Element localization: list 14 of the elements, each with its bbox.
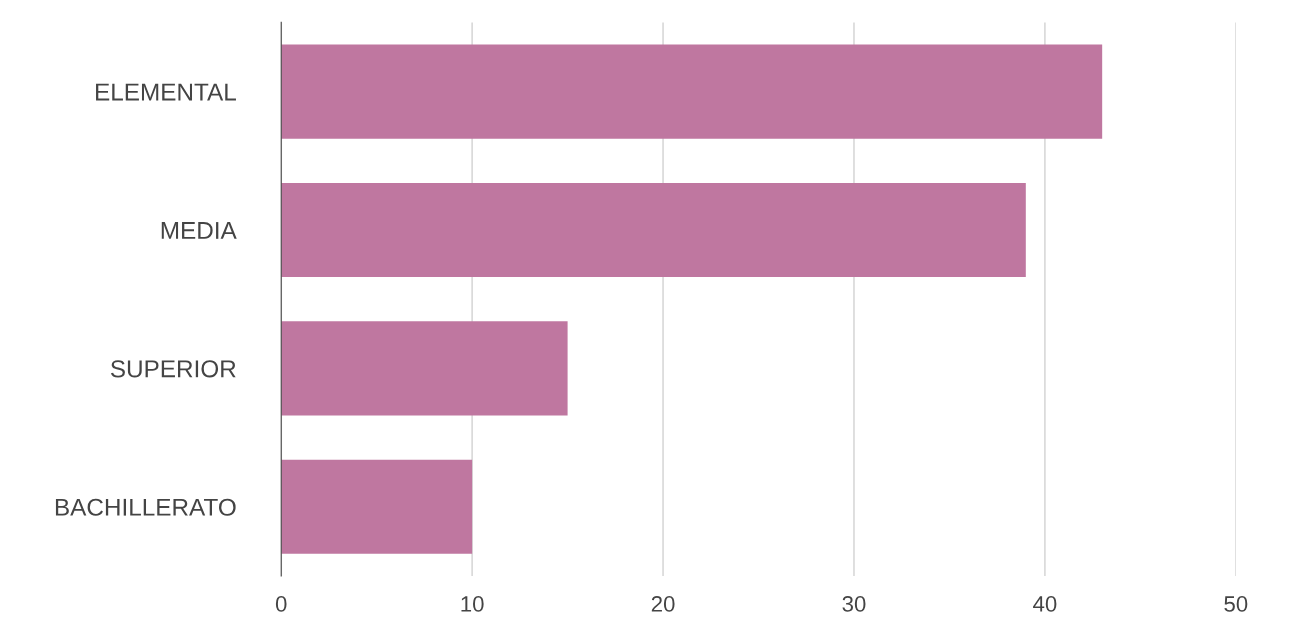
bar — [281, 459, 473, 554]
y-tick-label: MEDIA — [161, 222, 237, 239]
bar — [281, 321, 568, 416]
y-tick-label: SUPERIOR — [110, 360, 236, 378]
bar — [281, 44, 1103, 139]
x-tick-label: 0 — [275, 596, 287, 612]
x-tick-label: 50 — [1224, 596, 1248, 612]
y-tick-label: BACHILLERATO — [55, 498, 236, 516]
x-tick-label: 20 — [651, 596, 675, 612]
x-tick-label: 10 — [461, 596, 484, 612]
bar — [281, 182, 1026, 278]
x-tick-label: 30 — [842, 596, 866, 612]
x-tick-label: 40 — [1033, 596, 1057, 612]
y-tick-label: ELEMENTAL — [96, 83, 236, 101]
